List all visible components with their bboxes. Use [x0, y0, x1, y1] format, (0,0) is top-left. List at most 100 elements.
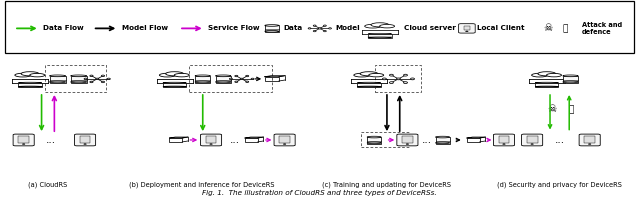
FancyBboxPatch shape	[459, 24, 475, 33]
Ellipse shape	[101, 81, 104, 83]
FancyBboxPatch shape	[397, 134, 418, 146]
Bar	[563, 76, 578, 83]
Ellipse shape	[15, 73, 31, 77]
Text: Service Flow: Service Flow	[208, 25, 259, 31]
Ellipse shape	[107, 78, 110, 80]
Text: Model: Model	[335, 25, 360, 31]
Bar	[535, 83, 559, 87]
Text: (c) Training and updating for DeviceRS: (c) Training and updating for DeviceRS	[323, 182, 451, 188]
Text: Attack and
defence: Attack and defence	[582, 22, 622, 35]
FancyBboxPatch shape	[74, 134, 95, 146]
Bar	[170, 138, 182, 142]
Ellipse shape	[265, 25, 279, 26]
Text: Data: Data	[284, 25, 303, 31]
Text: 🛡: 🛡	[568, 105, 573, 114]
Text: ☠: ☠	[543, 23, 553, 33]
Bar	[265, 25, 279, 32]
Ellipse shape	[166, 72, 184, 76]
Ellipse shape	[369, 73, 384, 77]
Ellipse shape	[29, 73, 45, 77]
Bar	[464, 26, 470, 30]
Bar	[189, 65, 272, 92]
Ellipse shape	[403, 74, 408, 76]
Ellipse shape	[216, 81, 231, 83]
Bar	[245, 138, 258, 142]
Bar	[357, 83, 381, 87]
Text: ...: ...	[230, 135, 240, 145]
Ellipse shape	[563, 75, 578, 77]
Ellipse shape	[368, 37, 392, 38]
Ellipse shape	[101, 75, 104, 77]
Ellipse shape	[403, 82, 408, 84]
Bar	[368, 34, 392, 38]
Ellipse shape	[19, 86, 42, 87]
Bar	[70, 76, 86, 83]
Text: 🛡: 🛡	[563, 24, 568, 33]
Ellipse shape	[380, 24, 395, 28]
Ellipse shape	[547, 73, 561, 77]
Ellipse shape	[163, 82, 186, 83]
Ellipse shape	[323, 31, 326, 32]
Text: Data Flow: Data Flow	[43, 25, 84, 31]
Bar	[163, 83, 186, 87]
Text: Local Client: Local Client	[477, 25, 525, 31]
Ellipse shape	[383, 78, 387, 80]
Ellipse shape	[368, 33, 392, 34]
Ellipse shape	[265, 31, 279, 32]
Bar	[18, 137, 29, 143]
Ellipse shape	[251, 78, 254, 80]
Ellipse shape	[436, 136, 450, 138]
Ellipse shape	[367, 136, 381, 138]
Bar	[195, 76, 211, 83]
Ellipse shape	[308, 28, 311, 29]
Bar	[45, 65, 106, 92]
Ellipse shape	[216, 75, 231, 77]
Ellipse shape	[535, 82, 559, 83]
Ellipse shape	[235, 75, 238, 77]
Ellipse shape	[84, 78, 87, 80]
Ellipse shape	[538, 72, 556, 76]
Ellipse shape	[49, 81, 65, 83]
Text: (b) Deployment and inference for DeviceRS: (b) Deployment and inference for DeviceR…	[129, 182, 274, 188]
Ellipse shape	[246, 75, 249, 77]
Ellipse shape	[90, 81, 93, 83]
FancyBboxPatch shape	[13, 134, 34, 146]
Ellipse shape	[49, 75, 65, 77]
Ellipse shape	[535, 86, 559, 87]
FancyBboxPatch shape	[274, 134, 295, 146]
Bar	[79, 137, 90, 143]
Ellipse shape	[563, 81, 578, 83]
Text: (d) Security and privacy for DeviceRS: (d) Security and privacy for DeviceRS	[497, 182, 622, 188]
Bar	[436, 137, 450, 144]
Bar	[584, 137, 595, 143]
Text: Model Flow: Model Flow	[122, 25, 168, 31]
Ellipse shape	[357, 82, 381, 83]
Text: ...: ...	[422, 135, 431, 145]
Ellipse shape	[229, 78, 232, 80]
Ellipse shape	[174, 73, 189, 77]
Text: Fig. 1.  The illustration of CloudRS and three types of DeviceRSs.: Fig. 1. The illustration of CloudRS and …	[202, 190, 437, 196]
Ellipse shape	[313, 31, 316, 32]
Text: ...: ...	[554, 135, 564, 145]
Ellipse shape	[313, 25, 316, 26]
Ellipse shape	[70, 75, 86, 77]
Bar	[49, 76, 65, 83]
Bar	[5, 1, 634, 53]
Ellipse shape	[318, 28, 321, 29]
Ellipse shape	[436, 142, 450, 144]
Bar	[205, 137, 216, 143]
Bar	[527, 137, 538, 143]
FancyBboxPatch shape	[579, 134, 600, 146]
Ellipse shape	[90, 75, 93, 77]
Ellipse shape	[365, 24, 381, 28]
Ellipse shape	[19, 82, 42, 83]
Ellipse shape	[396, 78, 401, 80]
Bar	[376, 65, 422, 92]
Ellipse shape	[240, 78, 243, 80]
Bar	[499, 137, 509, 143]
FancyBboxPatch shape	[522, 134, 543, 146]
Bar	[279, 137, 290, 143]
Ellipse shape	[410, 78, 415, 80]
Bar	[402, 137, 413, 143]
FancyBboxPatch shape	[493, 134, 515, 146]
